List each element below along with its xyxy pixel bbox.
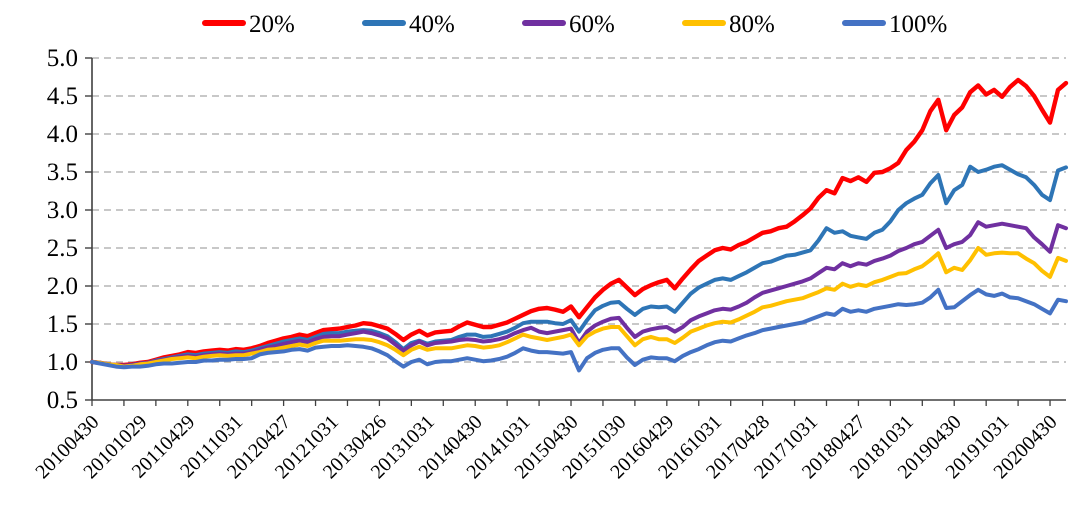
legend-label-80%: 80% bbox=[729, 11, 775, 38]
y-tick-label: 4.0 bbox=[47, 121, 78, 148]
y-tick-label: 3.0 bbox=[47, 197, 78, 224]
legend-label-20%: 20% bbox=[249, 11, 295, 38]
y-tick-label: 1.5 bbox=[47, 311, 78, 338]
legend-item-80%: 80% bbox=[682, 11, 775, 38]
y-tick-label: 5.0 bbox=[47, 45, 78, 72]
y-tick-label: 2.5 bbox=[47, 235, 78, 262]
x-axis-labels: 2010043020101029201104292011103120120427… bbox=[31, 411, 1061, 483]
legend: 20% 40% 60% 80% 100% bbox=[202, 11, 947, 38]
series-line-20% bbox=[89, 77, 1069, 368]
series-line-80% bbox=[90, 246, 1068, 369]
y-tick-label: 0.5 bbox=[47, 387, 78, 414]
legend-item-40%: 40% bbox=[362, 11, 455, 38]
legend-label-100%: 100% bbox=[889, 11, 947, 38]
series-line-100% bbox=[90, 287, 1068, 373]
legend-item-60%: 60% bbox=[522, 11, 615, 38]
y-tick-label: 4.5 bbox=[47, 83, 78, 110]
gridlines bbox=[92, 57, 1066, 363]
y-axis-labels: 5.0 4.5 4.0 3.5 3.0 2.5 2.0 1.5 1.0 0.5 bbox=[47, 45, 92, 414]
y-tick-label: 1.0 bbox=[47, 349, 78, 376]
y-tick-label: 2.0 bbox=[47, 273, 78, 300]
legend-item-100%: 100% bbox=[842, 11, 947, 38]
legend-item-20%: 20% bbox=[202, 11, 295, 38]
x-axis-ticks bbox=[91, 400, 1051, 406]
legend-label-60%: 60% bbox=[569, 11, 615, 38]
y-tick-label: 3.5 bbox=[47, 159, 78, 186]
legend-label-40%: 40% bbox=[409, 11, 455, 38]
